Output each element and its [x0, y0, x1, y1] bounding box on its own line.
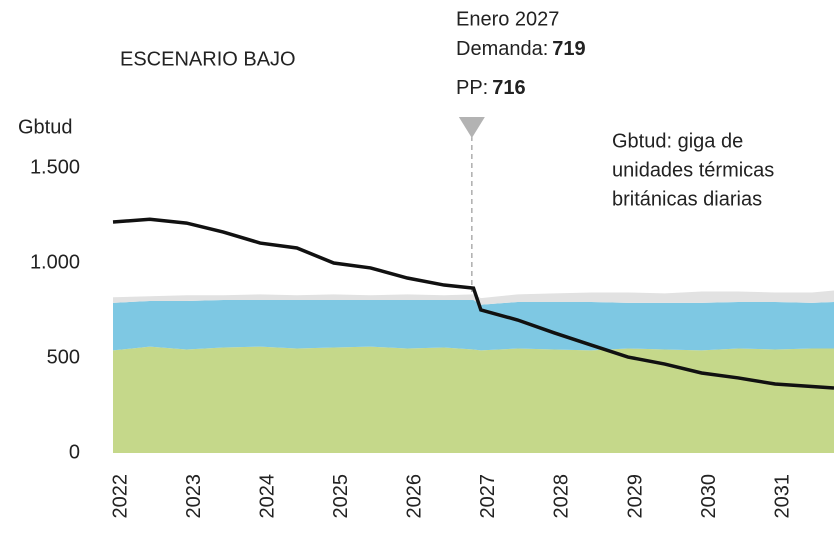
- chart-title: ESCENARIO BAJO: [120, 48, 296, 70]
- x-tick-label: 2029: [624, 474, 646, 519]
- x-tick-label: 2026: [404, 474, 426, 519]
- y-tick-label: 500: [47, 346, 80, 368]
- annotation: Enero 2027 Demanda: 719 PP: 716: [456, 8, 586, 292]
- note-line: británicas diarias: [612, 188, 762, 210]
- annotation-pp: PP: 716: [456, 77, 526, 99]
- annotation-value: 719: [552, 38, 585, 60]
- x-tick-label: 2024: [256, 474, 278, 519]
- y-tick-label: 1.500: [30, 156, 80, 178]
- x-tick-label: 2028: [551, 474, 573, 519]
- x-tick-label: 2023: [183, 474, 205, 519]
- area-band: [113, 300, 834, 351]
- y-axis-label: Gbtud: [18, 116, 72, 138]
- annotation-value: 716: [492, 77, 525, 99]
- x-tick-label: 2027: [477, 474, 499, 518]
- note-line: unidades térmicas: [612, 159, 774, 181]
- annotation-demand: Demanda: 719: [456, 38, 586, 60]
- annotation-label: Demanda:: [456, 38, 548, 60]
- y-tick-label: 1.000: [30, 251, 80, 273]
- note-line: Gbtud: giga de: [612, 130, 743, 152]
- area-band: [113, 346, 834, 453]
- x-tick-label: 2031: [771, 474, 793, 519]
- y-tick-label: 0: [69, 441, 80, 463]
- annotation-label: PP:: [456, 77, 488, 99]
- x-tick-label: 2025: [330, 474, 352, 519]
- line: [112, 217, 834, 390]
- area-band: [113, 290, 834, 305]
- x-tick-label: 2030: [698, 474, 720, 519]
- x-tick-label: 2022: [109, 474, 131, 519]
- annotation-marker: [458, 117, 485, 138]
- annotation-date: Enero 2027: [456, 8, 559, 30]
